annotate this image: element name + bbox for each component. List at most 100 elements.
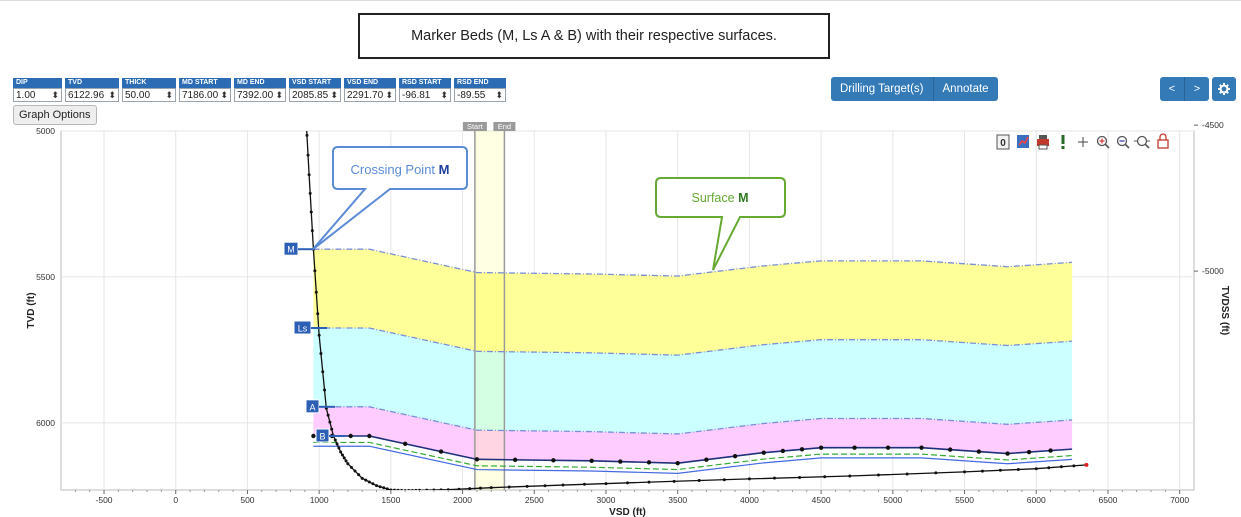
axes: -500 0 500 1000 1500 2000 2500 3000 3500 4000 4500… (26, 122, 1230, 517)
zoom-out-icon[interactable] (1116, 135, 1130, 149)
well-survey-point (407, 489, 411, 490)
param-vsd-end[interactable]: VSD END 2291.70 ⬍ (344, 78, 396, 102)
param-input[interactable]: -96.81 ⬍ (399, 88, 451, 102)
param-dip[interactable]: DIP 1.00 ⬍ (13, 78, 62, 102)
param-input[interactable]: 7186.00 ⬍ (179, 88, 231, 102)
param-tvd[interactable]: TVD 6122.96 ⬍ (65, 78, 119, 102)
well-survey-point (333, 438, 337, 442)
surface-m-callout-text: Surface M (692, 191, 749, 205)
well-survey-point (672, 479, 676, 483)
param-input[interactable]: 50.00 ⬍ (122, 88, 176, 102)
well-survey-point (385, 487, 389, 490)
well-survey-point (697, 479, 701, 483)
well-survey-point (378, 485, 382, 489)
param-input[interactable]: 6122.96 ⬍ (65, 88, 119, 102)
surface-b-point (976, 449, 982, 454)
param-input[interactable]: 2291.70 ⬍ (344, 88, 396, 102)
caption-text: Marker Beds (M, Ls A & B) with their res… (411, 28, 777, 44)
next-button[interactable]: > (1184, 77, 1209, 101)
icon-shape (1157, 139, 1169, 149)
param-thick[interactable]: THICK 50.00 ⬍ (122, 78, 176, 102)
param-input[interactable]: 2085.85 ⬍ (289, 88, 341, 102)
param-value[interactable]: -96.81 (402, 89, 431, 101)
surface-b-point (438, 449, 444, 454)
prev-button[interactable]: < (1160, 77, 1184, 101)
bed-m-fill (313, 249, 1073, 356)
x-tick-label: 0 (173, 495, 178, 505)
bed-ls-fill (313, 328, 1073, 434)
param-value[interactable]: 1.00 (16, 89, 36, 101)
annotate-button[interactable]: Annotate (932, 77, 998, 101)
well-survey-point (876, 473, 880, 477)
spinner-icon[interactable]: ⬍ (495, 89, 503, 100)
param-value[interactable]: 6122.96 (68, 89, 105, 101)
zoom-fit-icon[interactable] (1134, 135, 1150, 149)
param-value[interactable]: 50.00 (125, 89, 151, 101)
info-icon[interactable] (1061, 135, 1065, 149)
well-end-point (1084, 462, 1089, 467)
param-input[interactable]: 7392.00 ⬍ (234, 88, 286, 102)
crossing-point-callout (312, 146, 468, 250)
param-input[interactable]: -89.55 ⬍ (454, 88, 506, 102)
spinner-icon[interactable]: ⬍ (108, 89, 116, 100)
spinner-icon[interactable]: ⬍ (220, 89, 228, 100)
surface-b-point (732, 453, 738, 459)
surface-b-point (675, 460, 680, 466)
spinner-icon[interactable]: ⬍ (165, 89, 173, 100)
surface-b-point (474, 457, 480, 462)
icon-glyph (1039, 135, 1047, 139)
spinner-icon[interactable]: ⬍ (330, 89, 338, 100)
well-survey-point (1072, 464, 1076, 468)
spinner-icon[interactable]: ⬍ (51, 89, 59, 100)
well-survey-point (323, 388, 327, 392)
param-vsd-start[interactable]: VSD START 2085.85 ⬍ (289, 78, 341, 102)
surface-b-point (852, 445, 857, 450)
well-survey-point (543, 484, 547, 488)
icon-glyph (1038, 144, 1048, 150)
surface-b-point (589, 458, 594, 464)
drilling-targets-button[interactable]: Drilling Target(s) (831, 77, 933, 101)
spinner-icon[interactable]: ⬍ (440, 89, 448, 100)
print-icon[interactable] (1037, 135, 1049, 150)
lock-icon[interactable] (1157, 133, 1169, 149)
well-survey-point (307, 173, 311, 177)
param-value[interactable]: 7392.00 (237, 89, 274, 101)
well-survey-point (446, 488, 450, 490)
param-value[interactable]: -89.55 (457, 89, 486, 101)
settings-button[interactable] (1212, 77, 1236, 101)
well-survey-point (798, 475, 802, 479)
well-survey-point (344, 459, 348, 463)
param-rsd-end[interactable]: RSD END -89.55 ⬍ (454, 78, 506, 102)
x-tick-label: 3500 (668, 495, 687, 505)
param-value[interactable]: 2291.70 (347, 89, 384, 101)
param-value[interactable]: 2085.85 (292, 89, 329, 101)
well-survey-point (905, 472, 909, 476)
surface-b-point (512, 457, 518, 463)
cross-section-chart[interactable]: Start End -500 0 500 1000 1500 2000 2500 3000 350… (0, 122, 1241, 517)
well-survey-point (308, 191, 312, 195)
chart-mode-icon[interactable] (1017, 135, 1029, 148)
spinner-icon[interactable]: ⬍ (275, 89, 283, 100)
well-survey-point (346, 462, 350, 466)
well-survey-point (722, 478, 726, 482)
param-md-end[interactable]: MD END 7392.00 ⬍ (234, 78, 286, 102)
x-tick-label: 4500 (812, 495, 831, 505)
y-tick-label: 6000 (36, 418, 55, 428)
param-value[interactable]: 7186.00 (182, 89, 219, 101)
spinner-icon[interactable]: ⬍ (385, 89, 393, 100)
well-survey-point (489, 486, 493, 490)
param-md-start[interactable]: MD START 7186.00 ⬍ (179, 78, 231, 102)
marker-labels: M Ls A B (283, 241, 345, 443)
well-survey-point (980, 469, 984, 473)
reset-zoom-icon[interactable]: 0 (996, 134, 1010, 150)
crosshair-icon[interactable] (1078, 137, 1088, 147)
window-end-label: End (498, 122, 511, 131)
graph-options-button[interactable]: Graph Options (13, 105, 97, 125)
param-rsd-start[interactable]: RSD START -96.81 ⬍ (399, 78, 451, 102)
well-survey-point (392, 488, 396, 490)
surface-b-point (367, 433, 372, 439)
icon-glyph (1104, 143, 1110, 149)
param-input[interactable]: 1.00 ⬍ (13, 88, 62, 102)
well-survey-point (360, 476, 364, 480)
zoom-in-icon[interactable] (1096, 135, 1110, 149)
